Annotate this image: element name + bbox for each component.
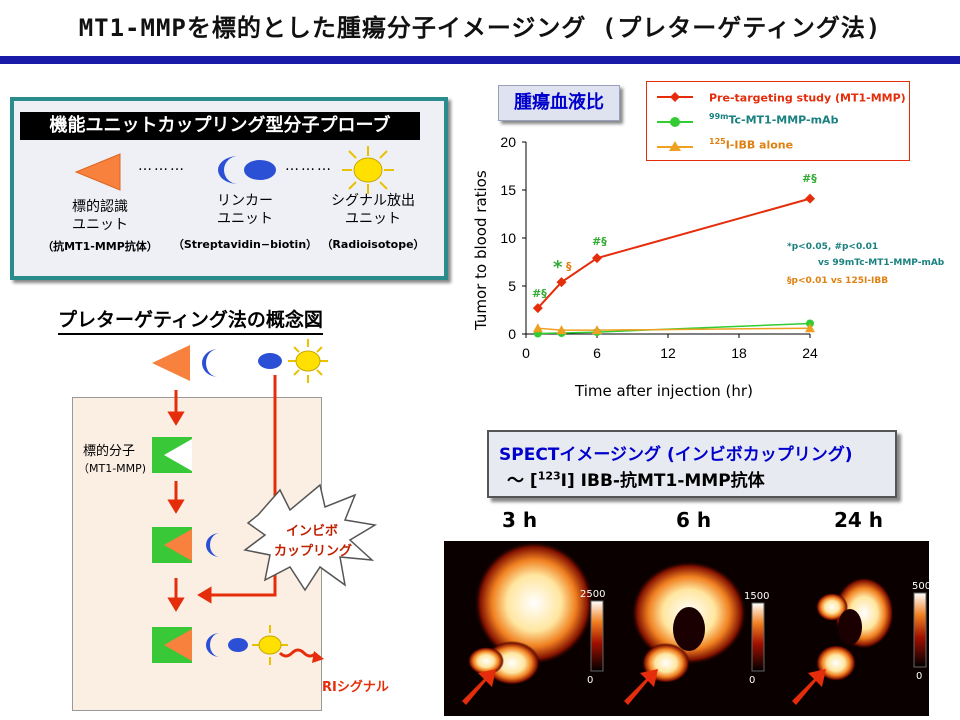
connector-dots: ……… xyxy=(138,158,186,174)
spect-title-box: SPECTイメージング (インビボカップリング) 〜 [123I] IBB-抗M… xyxy=(487,430,897,498)
linker-crescent-icon xyxy=(218,156,276,184)
series-line xyxy=(537,327,811,331)
sun-signal-icon xyxy=(288,339,328,383)
colorbar-3h xyxy=(590,600,604,672)
colorbar-6h-min: 0 xyxy=(749,675,756,686)
unit-signal: シグナル放出 ユニット （Radioisotope） xyxy=(318,192,428,252)
x-tick-label: 6 xyxy=(593,345,601,361)
burst-label-1: インビボ xyxy=(286,524,339,539)
sig-mark-3h: § xyxy=(566,260,572,273)
red-arrow-icon xyxy=(462,669,826,705)
sig-star-3h: * xyxy=(553,257,563,278)
unit-targeting: 標的認識 ユニット （抗MT1-MMP抗体） xyxy=(40,198,160,254)
sig-mark-1h: #§ xyxy=(532,287,547,300)
burst-label-2: カップリング xyxy=(274,544,353,559)
unit-sub: ユニット xyxy=(217,211,273,227)
unit-name: リンカー xyxy=(217,193,273,209)
sig-note-2: vs 99mTc-MT1-MMP-mAb xyxy=(818,258,945,268)
colorbar-3h-min: 0 xyxy=(587,675,594,686)
unit-detail: （Streptavidin−biotin） xyxy=(172,238,318,251)
time-label-3h: 3 h xyxy=(502,508,538,532)
y-tick-label: 20 xyxy=(500,134,516,150)
sig-note-3: §p<0.01 vs 125I-IBB xyxy=(787,276,889,286)
targeting-triangle-icon xyxy=(74,153,121,191)
unit-linker: リンカー ユニット （Streptavidin−biotin） xyxy=(170,192,320,252)
unit-detail: （Radioisotope） xyxy=(321,238,425,251)
colorbar-24h xyxy=(913,592,927,668)
data-point xyxy=(805,323,815,333)
chart-legend: Pre-targeting study (MT1-MMP) 99mTc-MT1-… xyxy=(646,81,910,161)
y-tick-label: 5 xyxy=(508,278,516,294)
legend-item-ibb: 125I-IBB alone xyxy=(709,137,794,152)
connector-dots: ……… xyxy=(285,158,333,174)
unit-name: シグナル放出 xyxy=(331,193,415,209)
chart-title: 腫瘍血液比 xyxy=(498,85,620,121)
data-point xyxy=(532,303,543,314)
y-tick-label: 10 xyxy=(500,230,516,246)
spect-blob-3h xyxy=(474,541,594,665)
series-line xyxy=(537,322,811,335)
sun-signal-icon xyxy=(342,146,394,194)
time-label-6h: 6 h xyxy=(676,508,712,532)
target-molecule-sublabel: （MT1-MMP) xyxy=(78,462,147,475)
spect-title-line1: SPECTイメージング (インビボカップリング) xyxy=(499,445,853,465)
legend-item-pretargeting: Pre-targeting study (MT1-MMP) xyxy=(709,91,906,105)
spect-image-panel: 2500 0 1500 0 500 0 xyxy=(444,541,932,716)
x-axis-label: Time after injection (hr) xyxy=(575,382,753,400)
y-tick-label: 15 xyxy=(500,182,516,198)
colorbar-6h xyxy=(751,602,765,672)
unit-sub: ユニット xyxy=(72,217,128,233)
colorbar-3h-max: 2500 xyxy=(580,589,606,600)
colorbar-6h-max: 1500 xyxy=(744,591,770,602)
ri-signal-wave xyxy=(278,648,318,658)
data-point xyxy=(532,323,543,333)
legend-marker-triangle xyxy=(669,141,681,151)
probe-heading: 機能ユニットカップリング型分子プローブ xyxy=(20,112,420,140)
unit-sub: ユニット xyxy=(345,211,401,227)
target-molecule-label: 標的分子 xyxy=(83,444,136,459)
colorbar-24h-max: 500 xyxy=(912,581,932,592)
data-point xyxy=(592,325,602,335)
ri-signal-label: RIシグナル xyxy=(322,680,389,695)
tumor-blood-chart: 0 5 10 15 20 0 6 12 18 24 xyxy=(500,134,818,361)
x-tick-label: 24 xyxy=(802,345,818,361)
y-axis-label: Tumor to blood ratios xyxy=(472,170,490,330)
legend-marker-circle xyxy=(670,117,680,127)
series-line xyxy=(537,197,811,309)
biotin-ellipse-icon xyxy=(258,353,282,369)
sig-note-1: *p<0.05, #p<0.01 xyxy=(787,242,879,252)
sig-mark-6h: #§ xyxy=(592,235,607,248)
linker-crescent-icon xyxy=(202,349,218,377)
legend-marker-diamond xyxy=(670,92,680,102)
unit-detail: （抗MT1-MMP抗体） xyxy=(42,240,158,253)
spect-title-line2: 〜 [123I] IBB-抗MT1-MMP抗体 xyxy=(507,469,765,491)
y-tick-label: 0 xyxy=(508,326,516,342)
title-underline-bar xyxy=(0,56,960,64)
data-point xyxy=(556,277,567,288)
page-title: MT1-MMPを標的とした腫瘍分子イメージング (プレターゲティング法) xyxy=(78,14,882,42)
unit-name: 標的認識 xyxy=(72,199,128,215)
x-tick-label: 12 xyxy=(660,345,676,361)
x-tick-label: 18 xyxy=(731,345,747,361)
time-label-24h: 24 h xyxy=(834,508,884,532)
x-tick-label: 0 xyxy=(522,345,530,361)
data-point xyxy=(592,253,602,264)
concept-title: プレターゲティング法の概念図 xyxy=(58,305,323,335)
concept-diagram xyxy=(152,339,378,665)
data-point xyxy=(805,193,815,204)
targeting-triangle-icon xyxy=(152,345,190,381)
data-point xyxy=(556,325,567,335)
in-vivo-burst-shape xyxy=(243,483,378,592)
sig-mark-24h: #§ xyxy=(802,172,817,185)
legend-item-tc-mab: 99mTc-MT1-MMP-mAb xyxy=(709,112,839,127)
colorbar-24h-min: 0 xyxy=(916,671,923,682)
